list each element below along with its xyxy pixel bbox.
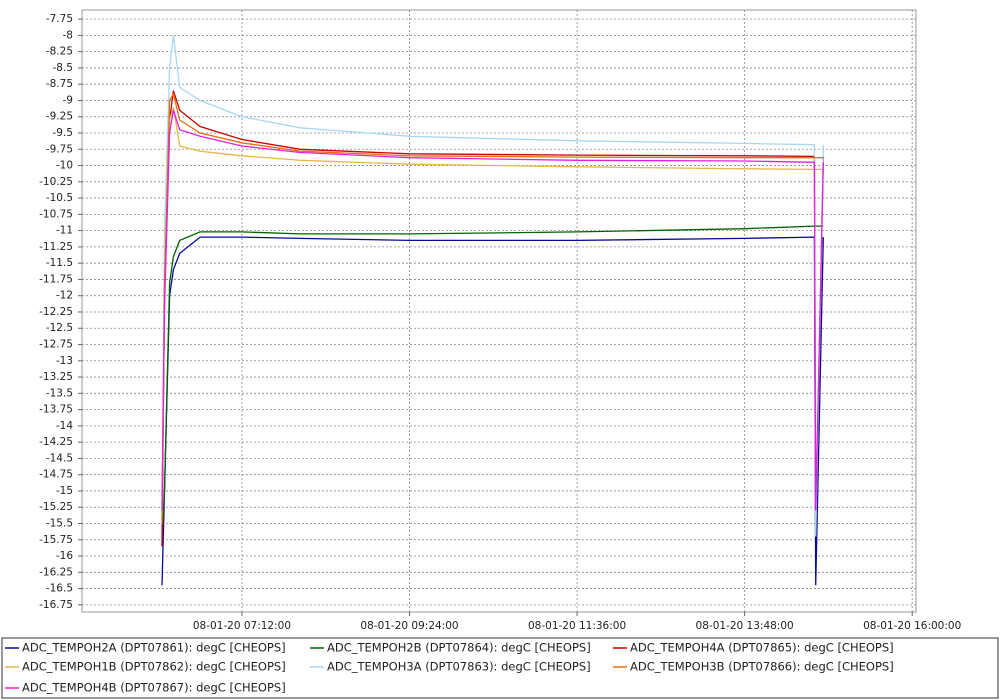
y-tick-label: -11.5 [46, 257, 73, 269]
y-tick-label: -14 [56, 420, 73, 432]
y-tick-label: -14.75 [39, 469, 73, 481]
y-tick-label: -11 [56, 225, 73, 237]
y-tick-label: -13.75 [39, 404, 73, 416]
legend-label: ADC_TEMPOH4B (DPT07867): degC [CHEOPS] [22, 681, 286, 695]
y-tick-label: -13.5 [46, 387, 73, 399]
y-tick-label: -13.25 [39, 371, 73, 383]
y-tick-label: -15.5 [46, 517, 73, 529]
series-line [161, 90, 824, 547]
x-tick-label: 08-01-20 13:48:00 [696, 620, 794, 632]
x-tick-label: 08-01-20 09:24:00 [360, 620, 458, 632]
y-tick-label: -9.5 [53, 127, 74, 139]
y-tick-label: -10.25 [39, 176, 73, 188]
legend-box [1, 637, 999, 699]
series-line [161, 106, 824, 505]
x-tick-label: 08-01-20 11:36:00 [528, 620, 626, 632]
y-tick-label: -8.75 [46, 78, 73, 90]
y-tick-label: -8.5 [53, 62, 74, 74]
y-tick-label: -12.5 [46, 322, 73, 334]
x-tick-label: 08-01-20 07:12:00 [193, 620, 291, 632]
series-line [161, 35, 824, 537]
plot-area [81, 9, 917, 613]
y-tick-label: -14.5 [46, 452, 73, 464]
series-line [161, 92, 824, 524]
y-tick-label: -15.75 [39, 534, 73, 546]
y-tick-label: -8.25 [46, 46, 73, 58]
legend-label: ADC_TEMPOH3B (DPT07866): degC [CHEOPS] [630, 660, 894, 674]
y-tick-label: -9.25 [46, 111, 73, 123]
series-line [161, 110, 824, 511]
y-tick-label: -10.75 [39, 208, 73, 220]
y-tick-label: -8 [63, 29, 73, 41]
y-tick-label: -12 [56, 290, 73, 302]
y-tick-label: -15.25 [39, 501, 73, 513]
y-tick-label: -10.5 [46, 192, 73, 204]
y-tick-label: -14.25 [39, 436, 73, 448]
y-tick-label: -10 [56, 160, 73, 172]
y-tick-label: -13 [56, 355, 73, 367]
y-tick-label: -12.75 [39, 339, 73, 351]
y-tick-label: -12.25 [39, 306, 73, 318]
y-tick-label: -16 [56, 550, 73, 562]
legend-label: ADC_TEMPOH2B (DPT07864): degC [CHEOPS] [327, 641, 591, 655]
y-tick-label: -16.75 [39, 599, 73, 611]
series-line [161, 236, 824, 586]
y-tick-label: -11.75 [39, 273, 73, 285]
legend-label: ADC_TEMPOH1B (DPT07862): degC [CHEOPS] [22, 660, 286, 674]
y-tick-label: -16.5 [46, 583, 73, 595]
y-tick-label: -7.75 [46, 13, 73, 25]
y-tick-label: -11.25 [39, 241, 73, 253]
y-tick-label: -9 [63, 94, 73, 106]
y-tick-label: -16.25 [39, 566, 73, 578]
legend-label: ADC_TEMPOH3A (DPT07863): degC [CHEOPS] [327, 660, 591, 674]
legend-label: ADC_TEMPOH2A (DPT07861): degC [CHEOPS] [22, 641, 286, 655]
y-tick-label: -15 [56, 485, 73, 497]
legend-label: ADC_TEMPOH4A (DPT07865): degC [CHEOPS] [630, 641, 894, 655]
x-tick-label: 08-01-20 16:00:00 [863, 620, 961, 632]
series-line [161, 225, 824, 537]
y-tick-label: -9.75 [46, 143, 73, 155]
